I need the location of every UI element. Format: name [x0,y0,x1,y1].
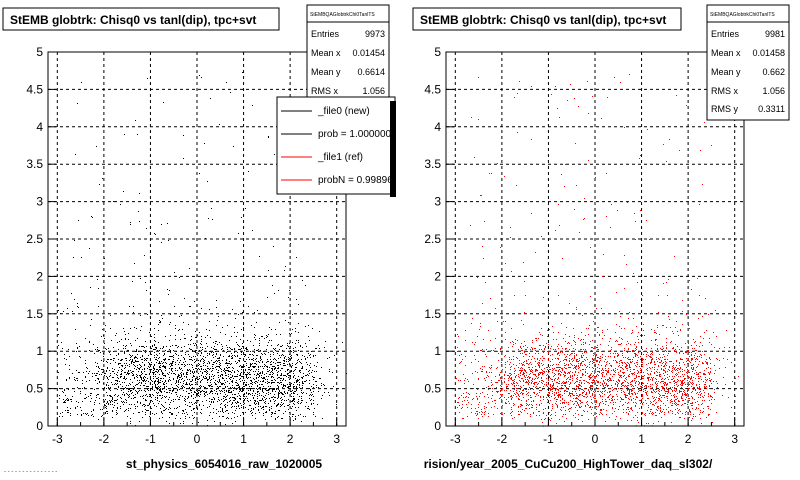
right-x-axis-label: rision/year_2005_CuCu200_HighTower_daq_s… [424,457,713,471]
x-tick-label: 1 [638,432,645,446]
right-panel: StEMB globtrk: Chisq0 vs tanl(dip), tpc+… [412,4,790,471]
y-tick-label: 4.5 [26,82,43,96]
left-stats-frame [306,4,390,101]
left-stats-label: Entries [311,29,340,39]
left-stats-header: StEMBQAGlobtrkChi0TanlTS [310,12,375,18]
right-stats-value: 9981 [765,29,785,39]
left-stats-label: Mean y [311,67,341,77]
y-tick-label: 1 [434,344,441,358]
y-tick-label: 2 [434,269,441,283]
left-stats-box: StEMBQAGlobtrkChi0TanlTS Entries 9973 Me… [306,4,390,101]
right-title: StEMB globtrk: Chisq0 vs tanl(dip), tpc+… [420,13,666,27]
legend-shadow [390,101,396,197]
left-stats-label: Mean x [311,48,341,58]
legend-clip [396,95,402,199]
x-tick-label: 1 [240,432,247,446]
left-stats-value: 0.6614 [357,67,385,77]
y-tick-label: 2.5 [424,232,441,246]
left-title-box [2,7,280,31]
y-tick-label: 1 [36,344,43,358]
x-tick-label: -3 [52,432,63,446]
right-stats-label: RMS y [711,104,739,114]
y-tick-label: 5 [434,45,441,59]
x-tick-label: -2 [497,432,508,446]
right-stats-value: 0.3311 [758,104,785,114]
y-tick-label: 4 [434,120,441,134]
legend-label-new: _file0 (new) [317,106,370,117]
x-tick-label: 0 [592,432,599,446]
legend-label-probn: probN = 0.998960 [318,175,399,186]
left-panel: StEMB globtrk: Chisq0 vs tanl(dip), tpc+… [2,4,402,475]
x-tick-label: 0 [194,432,201,446]
left-title: StEMB globtrk: Chisq0 vs tanl(dip), tpc+… [10,13,256,27]
right-stats-value: 0.01458 [752,48,785,58]
right-title-box [412,7,682,31]
right-axes: -3 -2 -1 0 1 2 3 0 0.5 1 1.5 2 2.5 3 3.5 4 4.5 5 [424,45,738,446]
legend-label-ref: _file1 (ref) [317,152,363,163]
right-stats-value: 0.662 [762,67,785,77]
y-tick-label: 2.5 [26,232,43,246]
x-tick-label: -1 [543,432,554,446]
y-tick-label: 3 [36,195,43,209]
left-footer-text: - - - - - - - - - - - - - - - [4,469,57,475]
right-stats-label: Mean x [711,48,741,58]
right-stats-box: StEMBQAGlobtrkChi0TanlTS Entries 9981 Me… [706,4,790,121]
x-tick-label: 3 [731,432,738,446]
y-tick-label: 1.5 [26,307,43,321]
left-x-axis-label: st_physics_6054016_raw_1020005 [126,457,322,471]
y-tick-label: 2 [36,269,43,283]
y-tick-label: 3 [434,195,441,209]
left-stats-value: 9973 [365,29,385,39]
legend: _file0 (new) prob = 1.000000 _file1 (ref… [276,95,402,199]
y-tick-label: 3.5 [424,157,441,171]
x-tick-label: -2 [99,432,110,446]
x-tick-label: -3 [450,432,461,446]
x-tick-label: 3 [333,432,340,446]
left-axes: -3 -2 -1 0 1 2 3 0 0.5 1 1.5 2 2.5 3 3.5 4 4.5 5 [26,45,340,446]
right-stats-label: Mean y [711,67,741,77]
right-stats-label: RMS x [711,86,739,96]
y-tick-label: 0 [36,419,43,433]
right-stats-header: StEMBQAGlobtrkChi0TanlTS [710,12,775,18]
y-tick-label: 3.5 [26,157,43,171]
right-stats-label: Entries [711,29,740,39]
y-tick-label: 1.5 [424,307,441,321]
x-tick-label: -1 [145,432,156,446]
y-tick-label: 4 [36,120,43,134]
x-tick-label: 2 [287,432,294,446]
x-tick-label: 2 [685,432,692,446]
y-tick-label: 4.5 [424,82,441,96]
right-stats-frame [706,4,790,121]
right-stats-value: 1.056 [762,86,785,96]
y-tick-label: 0 [434,419,441,433]
right-grid [446,52,744,426]
left-stats-label: RMS x [311,86,339,96]
legend-label-prob: prob = 1.000000 [318,129,392,140]
y-tick-label: 0.5 [424,382,441,396]
left-stats-value: 0.01454 [352,48,385,58]
legend-frame [276,96,396,195]
y-tick-label: 0.5 [26,382,43,396]
left-stats-value: 1.056 [362,86,385,96]
y-tick-label: 5 [36,45,43,59]
